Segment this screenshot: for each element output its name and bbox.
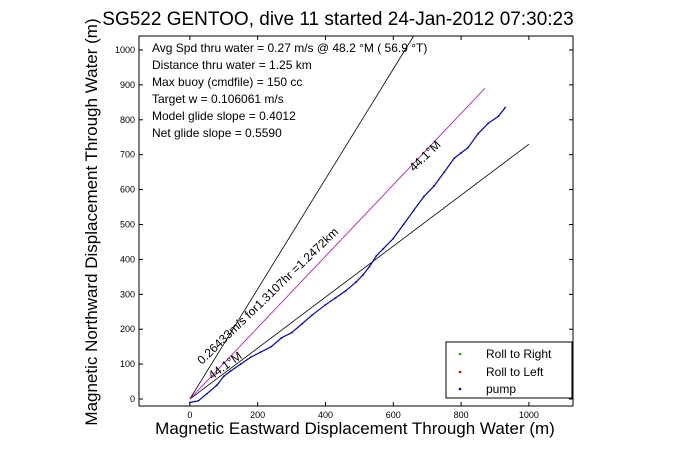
data-point xyxy=(239,363,242,366)
x-tick-label: 800 xyxy=(454,410,469,420)
y-tick-label: 900 xyxy=(120,80,135,90)
x-tick-label: 200 xyxy=(250,410,265,420)
x-tick-label: 0 xyxy=(187,410,192,420)
reference-line xyxy=(189,88,486,400)
data-point xyxy=(205,392,208,395)
data-point xyxy=(344,289,347,292)
heading-annotation-upper: 44.1°M xyxy=(406,138,443,175)
data-point xyxy=(334,296,337,299)
y-tick-label: 800 xyxy=(120,115,135,125)
legend-label-roll-right: Roll to Right xyxy=(486,347,552,361)
data-point xyxy=(216,384,218,386)
data-point xyxy=(433,185,435,187)
y-tick-label: 200 xyxy=(120,324,135,334)
x-axis-label: Magnetic Eastward Displacement Through W… xyxy=(155,419,555,438)
chart-title: SG522 GENTOO, dive 11 started 24-Jan-201… xyxy=(102,9,573,30)
data-point xyxy=(487,122,490,125)
data-point xyxy=(375,255,378,257)
data-point xyxy=(311,314,313,317)
data-point xyxy=(368,265,371,268)
data-point xyxy=(260,350,262,353)
x-tick-label: 400 xyxy=(318,410,333,420)
x-tick-label: 600 xyxy=(386,410,401,420)
data-point xyxy=(222,375,225,378)
y-tick-label: 600 xyxy=(120,185,135,195)
legend-label-pump: pump xyxy=(486,382,516,396)
y-tick-label: 300 xyxy=(120,289,135,299)
y-tick-label: 1000 xyxy=(115,45,135,55)
data-point xyxy=(422,195,425,198)
y-ticks: 0 100 200 300 400 500 600 700 800 900 1000 xyxy=(115,45,573,404)
speed-annotation: 0.26433m/s for1.3107hr =1.2472km xyxy=(194,225,341,367)
info-line: Model glide slope = 0.4012 xyxy=(152,109,296,123)
data-point xyxy=(249,356,252,359)
data-point xyxy=(443,171,446,174)
data-point xyxy=(355,281,357,283)
y-axis-label: Magnetic Northward Displacement Through … xyxy=(82,18,101,425)
data-point xyxy=(280,337,283,339)
data-point xyxy=(392,237,395,240)
info-block: Avg Spd thru water = 0.27 m/s @ 48.2 °M … xyxy=(152,41,427,140)
data-point xyxy=(229,370,232,372)
x-tick-label: 1000 xyxy=(519,410,539,420)
data-point xyxy=(382,248,385,250)
y-tick-label: 100 xyxy=(120,359,135,369)
x-ticks: 0 200 400 600 800 1000 xyxy=(187,36,539,420)
legend-box xyxy=(445,341,573,399)
y-tick-label: 700 xyxy=(120,150,135,160)
data-point xyxy=(412,209,415,212)
data-point xyxy=(460,152,463,154)
data-point xyxy=(290,331,293,334)
reference-line xyxy=(189,35,414,400)
data-point xyxy=(324,303,327,306)
plot-area xyxy=(138,35,574,407)
legend-marker-roll-left xyxy=(458,370,462,374)
legend-label-roll-left: Roll to Left xyxy=(486,365,544,379)
info-line: Avg Spd thru water = 0.27 m/s @ 48.2 °M … xyxy=(152,41,427,55)
y-tick-label: 400 xyxy=(120,254,135,264)
data-point xyxy=(361,274,364,277)
data-point xyxy=(504,106,507,109)
data-point xyxy=(402,223,405,226)
data-point xyxy=(188,401,191,404)
y-tick-label: 0 xyxy=(130,394,135,404)
info-line: Net glide slope = 0.5590 xyxy=(152,126,282,140)
data-point xyxy=(466,146,469,149)
reference-line xyxy=(189,143,530,400)
data-point xyxy=(497,115,500,118)
data-point xyxy=(197,399,200,402)
data-point xyxy=(453,157,456,160)
info-line: Max buoy (cmdfile) = 150 cc xyxy=(152,75,302,89)
reference-lines xyxy=(189,35,530,400)
data-point xyxy=(270,345,273,348)
info-line: Target w = 0.106061 m/s xyxy=(152,92,284,106)
data-point xyxy=(300,323,303,325)
legend-marker-pump xyxy=(458,387,462,391)
series-group xyxy=(188,106,507,404)
data-point xyxy=(477,132,479,135)
y-tick-label: 500 xyxy=(120,219,135,229)
legend-marker-roll-right xyxy=(458,352,462,356)
info-line: Distance thru water = 1.25 km xyxy=(152,58,312,72)
legend: Roll to Right Roll to Left pump xyxy=(445,341,573,399)
